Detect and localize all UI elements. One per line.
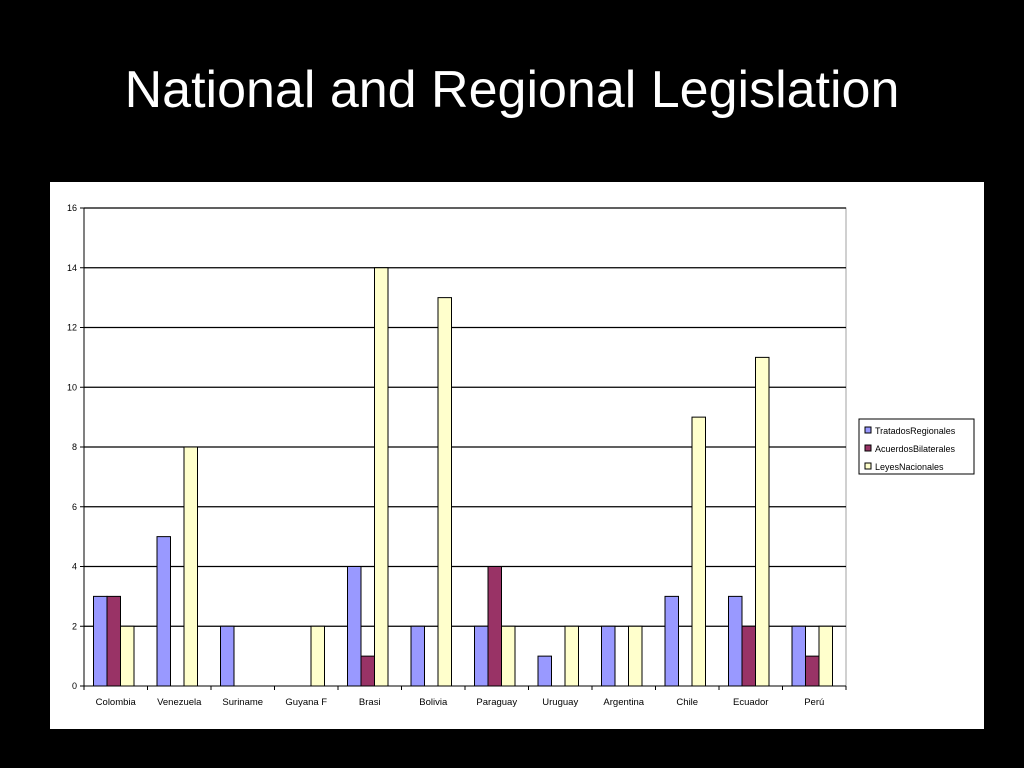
legend: TratadosRegionales AcuerdosBilaterales Ley… <box>858 418 975 475</box>
bar-acuerdosbilaterales-colombia <box>106 595 121 687</box>
legend-label: TratadosRegionales <box>875 426 956 436</box>
bars <box>93 267 833 687</box>
x-tick-label: Perú <box>804 697 824 708</box>
bar-leyesnacionales-ecuador <box>755 356 770 687</box>
x-tick-label: Venezuela <box>157 697 202 708</box>
x-tick-label: Guyana F <box>285 697 327 708</box>
slide-title: National and Regional Legislation <box>124 61 900 119</box>
legend-label: LeyesNacionales <box>875 462 944 472</box>
y-tick-label: 0 <box>72 681 77 691</box>
legend-label: AcuerdosBilaterales <box>875 444 956 454</box>
y-tick-label: 12 <box>67 323 77 333</box>
legend-swatch <box>864 426 872 434</box>
y-tick-label: 16 <box>67 203 77 213</box>
bar-tratadosregionales-brasi <box>347 566 362 687</box>
x-tick-label: Ecuador <box>733 697 768 708</box>
x-tick-label: Argentina <box>603 697 644 708</box>
bar-leyesnacionales-venezuela <box>183 446 198 687</box>
y-tick-label: 6 <box>72 502 77 512</box>
bar-leyesnacionales-argentina <box>628 625 643 687</box>
bar-tratadosregionales-paraguay <box>474 625 489 687</box>
y-tick-label: 2 <box>72 621 77 631</box>
bar-tratadosregionales-argentina <box>601 625 616 687</box>
bar-tratadosregionales-venezuela <box>156 536 171 687</box>
x-tick-label: Brasi <box>359 697 381 708</box>
bar-tratadosregionales-uruguay <box>537 655 552 687</box>
bar-chart: 0 2 4 6 8 10 12 14 16 Colombia Venezuela Suriname Gu… <box>67 203 975 708</box>
bar-tratadosregionales-suriname <box>220 625 235 687</box>
bar-leyesnacionales-guyana-f <box>310 625 325 687</box>
bar-acuerdosbilaterales-perú <box>805 655 820 687</box>
x-tick-label: Colombia <box>96 697 137 708</box>
x-tick-label: Suriname <box>222 697 263 708</box>
bar-leyesnacionales-perú <box>818 625 833 687</box>
bar-acuerdosbilaterales-paraguay <box>487 566 502 687</box>
chart-panel: 0 2 4 6 8 10 12 14 16 Colombia Venezuela Suriname Gu… <box>50 182 984 729</box>
axes: 0 2 4 6 8 10 12 14 16 Colombia Venezuela Suriname Gu… <box>67 203 847 708</box>
bar-leyesnacionales-uruguay <box>564 625 579 687</box>
bar-tratadosregionales-perú <box>791 625 806 687</box>
bar-tratadosregionales-colombia <box>93 595 108 687</box>
x-tick-label: Paraguay <box>476 697 517 708</box>
x-tick-label: Bolivia <box>419 697 448 708</box>
bar-tratadosregionales-bolivia <box>410 625 425 687</box>
legend-swatch <box>864 462 872 470</box>
y-tick-label: 10 <box>67 382 77 392</box>
legend-swatch <box>864 444 872 452</box>
bar-leyesnacionales-paraguay <box>501 625 516 687</box>
bar-acuerdosbilaterales-ecuador <box>741 625 756 687</box>
legend-box <box>858 418 975 475</box>
x-tick-label: Uruguay <box>542 697 578 708</box>
y-tick-label: 8 <box>72 442 77 452</box>
bar-acuerdosbilaterales-brasi <box>360 655 375 687</box>
x-tick-label: Chile <box>676 697 698 708</box>
bar-leyesnacionales-brasi <box>374 267 389 687</box>
bar-tratadosregionales-ecuador <box>728 595 743 687</box>
bar-leyesnacionales-bolivia <box>437 297 452 687</box>
bar-tratadosregionales-chile <box>664 595 679 687</box>
y-tick-label: 14 <box>67 263 77 273</box>
y-tick-label: 4 <box>72 562 77 572</box>
bar-leyesnacionales-chile <box>691 416 706 687</box>
bar-leyesnacionales-colombia <box>120 625 135 687</box>
